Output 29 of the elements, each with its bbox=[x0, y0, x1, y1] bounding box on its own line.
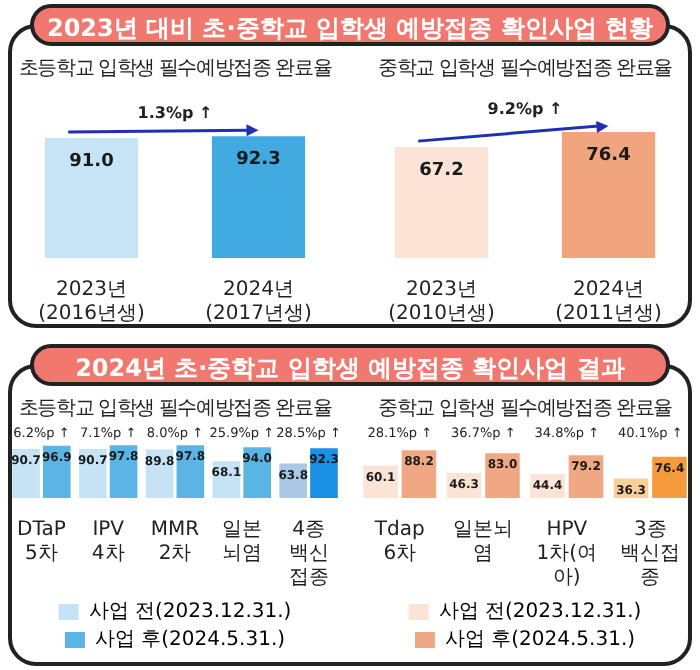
x-tick-label: MMR 2차 bbox=[150, 519, 200, 566]
x-tick-label: 2024년 (2011년생) bbox=[555, 279, 662, 326]
x-tick-label: 2023년 (2010년생) bbox=[388, 279, 495, 326]
chart-title: 2024년 초·중학교 입학생 예방접종 확인사업 결과 bbox=[30, 344, 670, 386]
chart-subtitle: 초등학교 입학생 필수예방접종 완료율 bbox=[16, 56, 334, 82]
data-label: 76.4 bbox=[586, 145, 631, 166]
x-tick-label: Tdap 6차 bbox=[372, 519, 425, 566]
chart-subtitle: 초등학교 입학생 필수예방접종 완료율 bbox=[16, 396, 334, 422]
data-label: 67.2 bbox=[419, 160, 464, 181]
data-label: 92.3 bbox=[236, 149, 281, 170]
x-tick-label: 2023년 (2016년생) bbox=[38, 279, 145, 326]
x-tick-label: 일본뇌염 bbox=[221, 519, 262, 566]
legend-label: 사업 전(2023.12.31.) bbox=[438, 601, 642, 624]
chart-subtitle: 중학교 입학생 필수예방접종 완료율 bbox=[376, 56, 674, 82]
text: 1.3%p ↑ bbox=[137, 104, 213, 123]
x-tick-label: HPV 1차(여아) bbox=[536, 519, 598, 590]
x-tick-label: DTaP 5차 bbox=[17, 519, 66, 566]
x-tick-label: 일본뇌염 bbox=[453, 519, 514, 566]
x-tick-label: IPV 4차 bbox=[91, 519, 125, 566]
chart-title: 2023년 대비 초·중학교 입학생 예방접종 확인사업 현황 bbox=[30, 4, 670, 46]
legend-label: 사업 후(2024.5.31.) bbox=[94, 629, 286, 652]
legend-label: 사업 후(2024.5.31.) bbox=[444, 629, 636, 652]
x-tick-label: 2024년 (2017년생) bbox=[205, 279, 312, 326]
legend-label: 사업 전(2023.12.31.) bbox=[88, 601, 292, 624]
data-label: 91.0 bbox=[69, 151, 114, 172]
text: 9.2%p ↑ bbox=[487, 100, 563, 119]
chart-subtitle: 중학교 입학생 필수예방접종 완료율 bbox=[376, 396, 674, 422]
x-tick-label: 4종 백신접종 bbox=[288, 519, 329, 590]
x-tick-label: 3종 백신접종 bbox=[620, 519, 681, 590]
